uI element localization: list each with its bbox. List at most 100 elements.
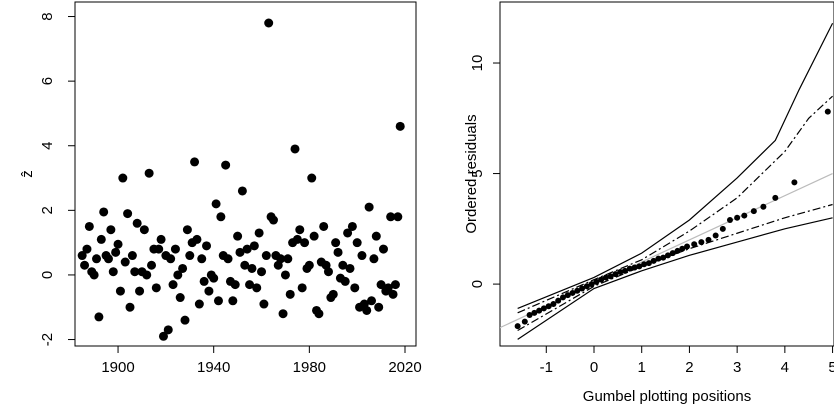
x-tick-label: 0 xyxy=(590,359,598,376)
point xyxy=(343,228,353,238)
point xyxy=(338,260,348,270)
x-tick-label: 1940 xyxy=(197,359,230,376)
point xyxy=(300,238,310,248)
point xyxy=(626,265,633,272)
x-tick-label: 5 xyxy=(828,359,834,376)
point xyxy=(80,260,90,270)
point xyxy=(204,286,214,296)
point xyxy=(173,270,183,280)
point xyxy=(192,234,202,244)
point xyxy=(583,283,590,290)
point xyxy=(374,302,384,312)
point xyxy=(664,252,671,259)
x-tick-label: 3 xyxy=(733,359,741,376)
point xyxy=(304,260,314,270)
point xyxy=(514,323,521,330)
point xyxy=(598,276,605,283)
panel: 1900 1940 1980 2020 -2 0 2 4 6 8 ẑ xyxy=(19,1,422,376)
point xyxy=(135,286,145,296)
point xyxy=(636,263,643,270)
point xyxy=(175,293,185,303)
point xyxy=(278,309,288,319)
point xyxy=(383,283,393,293)
point xyxy=(268,215,278,225)
point xyxy=(367,296,377,306)
x-tick-label: -1 xyxy=(540,359,553,376)
point xyxy=(118,173,128,183)
point xyxy=(242,244,252,254)
point xyxy=(395,121,405,131)
point xyxy=(536,307,543,314)
point xyxy=(223,254,233,264)
point xyxy=(362,305,372,315)
point xyxy=(331,238,341,248)
y-tick-label: -2 xyxy=(39,333,56,346)
y-tick-label: 4 xyxy=(39,142,56,150)
point xyxy=(257,267,267,277)
point xyxy=(276,254,286,264)
point xyxy=(357,251,367,261)
point xyxy=(660,254,667,261)
point xyxy=(96,234,106,244)
point xyxy=(376,280,386,290)
point xyxy=(92,254,102,264)
point xyxy=(674,247,681,254)
point xyxy=(540,305,547,312)
point xyxy=(190,157,200,167)
point xyxy=(350,283,360,293)
point xyxy=(712,232,719,239)
envelope-line xyxy=(517,203,833,332)
y-tick-label: 10 xyxy=(469,55,486,72)
point xyxy=(347,221,357,231)
point xyxy=(213,296,223,306)
point xyxy=(307,173,317,183)
point xyxy=(772,194,779,201)
point xyxy=(734,214,741,221)
point xyxy=(579,285,586,292)
point xyxy=(369,254,379,264)
point xyxy=(371,231,381,241)
y-axis-label: Ordered residuals xyxy=(463,114,480,233)
point xyxy=(216,212,226,222)
point xyxy=(297,283,307,293)
point xyxy=(115,286,125,296)
point xyxy=(166,254,176,264)
plot-frame xyxy=(499,1,834,347)
point xyxy=(345,263,355,273)
point xyxy=(545,303,552,310)
point xyxy=(569,289,576,296)
envelope-line xyxy=(517,95,833,314)
point xyxy=(254,228,264,238)
point xyxy=(323,267,333,277)
point xyxy=(719,225,726,232)
point xyxy=(158,331,168,341)
point xyxy=(559,294,566,301)
point xyxy=(791,179,798,186)
point xyxy=(824,108,831,115)
point xyxy=(111,247,121,257)
point xyxy=(588,281,595,288)
x-tick-label: 1980 xyxy=(293,359,326,376)
point xyxy=(142,270,152,280)
point xyxy=(132,218,142,228)
point xyxy=(163,325,173,335)
point xyxy=(259,299,269,309)
point xyxy=(182,225,192,235)
point xyxy=(295,225,305,235)
point xyxy=(194,299,204,309)
y-axis-label: ẑ xyxy=(19,170,36,178)
point xyxy=(211,199,221,209)
point xyxy=(760,203,767,210)
point xyxy=(280,270,290,280)
point xyxy=(612,271,619,278)
point xyxy=(197,254,207,264)
point xyxy=(386,212,396,222)
point xyxy=(602,274,609,281)
point xyxy=(147,260,157,270)
point xyxy=(144,168,154,178)
point xyxy=(388,289,398,299)
point xyxy=(679,245,686,252)
point xyxy=(84,221,94,231)
x-tick-label: 4 xyxy=(781,359,789,376)
